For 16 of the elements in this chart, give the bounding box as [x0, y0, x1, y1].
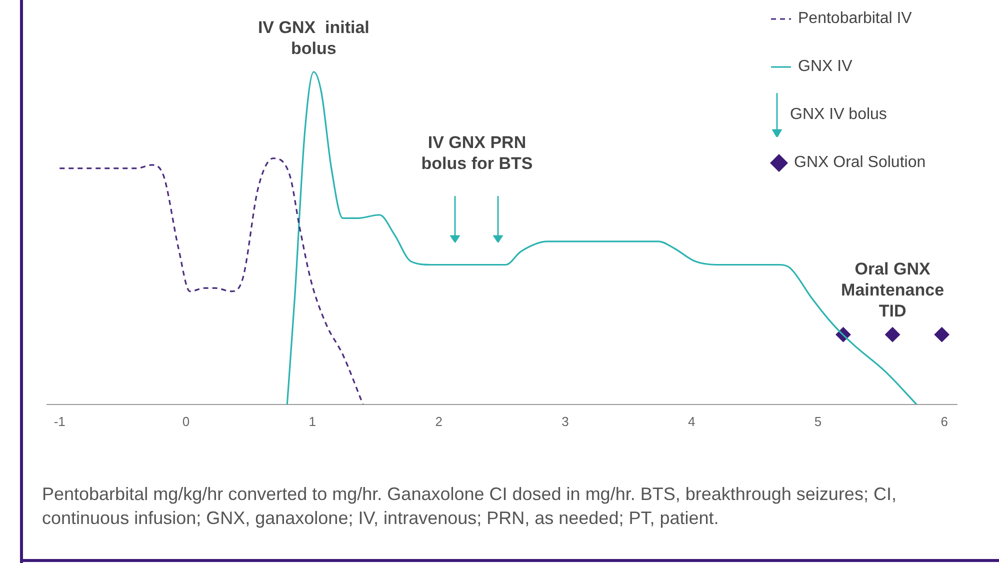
legend-label: GNX IV bolus: [790, 106, 887, 124]
x-tick-label: 4: [688, 414, 696, 429]
annotation: IV GNX PRN bolus for BTS: [420, 132, 534, 174]
legend-label: GNX Oral Solution: [794, 154, 926, 172]
x-tick-label: 6: [940, 414, 948, 429]
x-tick-label: 3: [562, 414, 569, 429]
legend-label: GNX IV: [798, 58, 852, 76]
annotation: IV GNX initial bolus: [258, 18, 370, 58]
x-tick-label: -1: [54, 414, 66, 429]
x-tick-label: 5: [814, 414, 822, 429]
x-tick-label: 0: [182, 414, 190, 429]
x-tick-label: 1: [308, 414, 316, 429]
legend-label: Pentobarbital IV: [798, 10, 912, 28]
x-tick-label: 2: [435, 414, 442, 429]
annotation: Oral GNX Maintenance TID: [841, 260, 944, 321]
text: Pentobarbital mg/kg/hr converted to mg/hr. Ganaxolone CI dosed in mg/hr. BTS, breakthrough seizures; CI, continuous infusion; GNX, ganaxolone; IV, intravenous; PRN, as needed; PT, patient.: [42, 483, 898, 530]
